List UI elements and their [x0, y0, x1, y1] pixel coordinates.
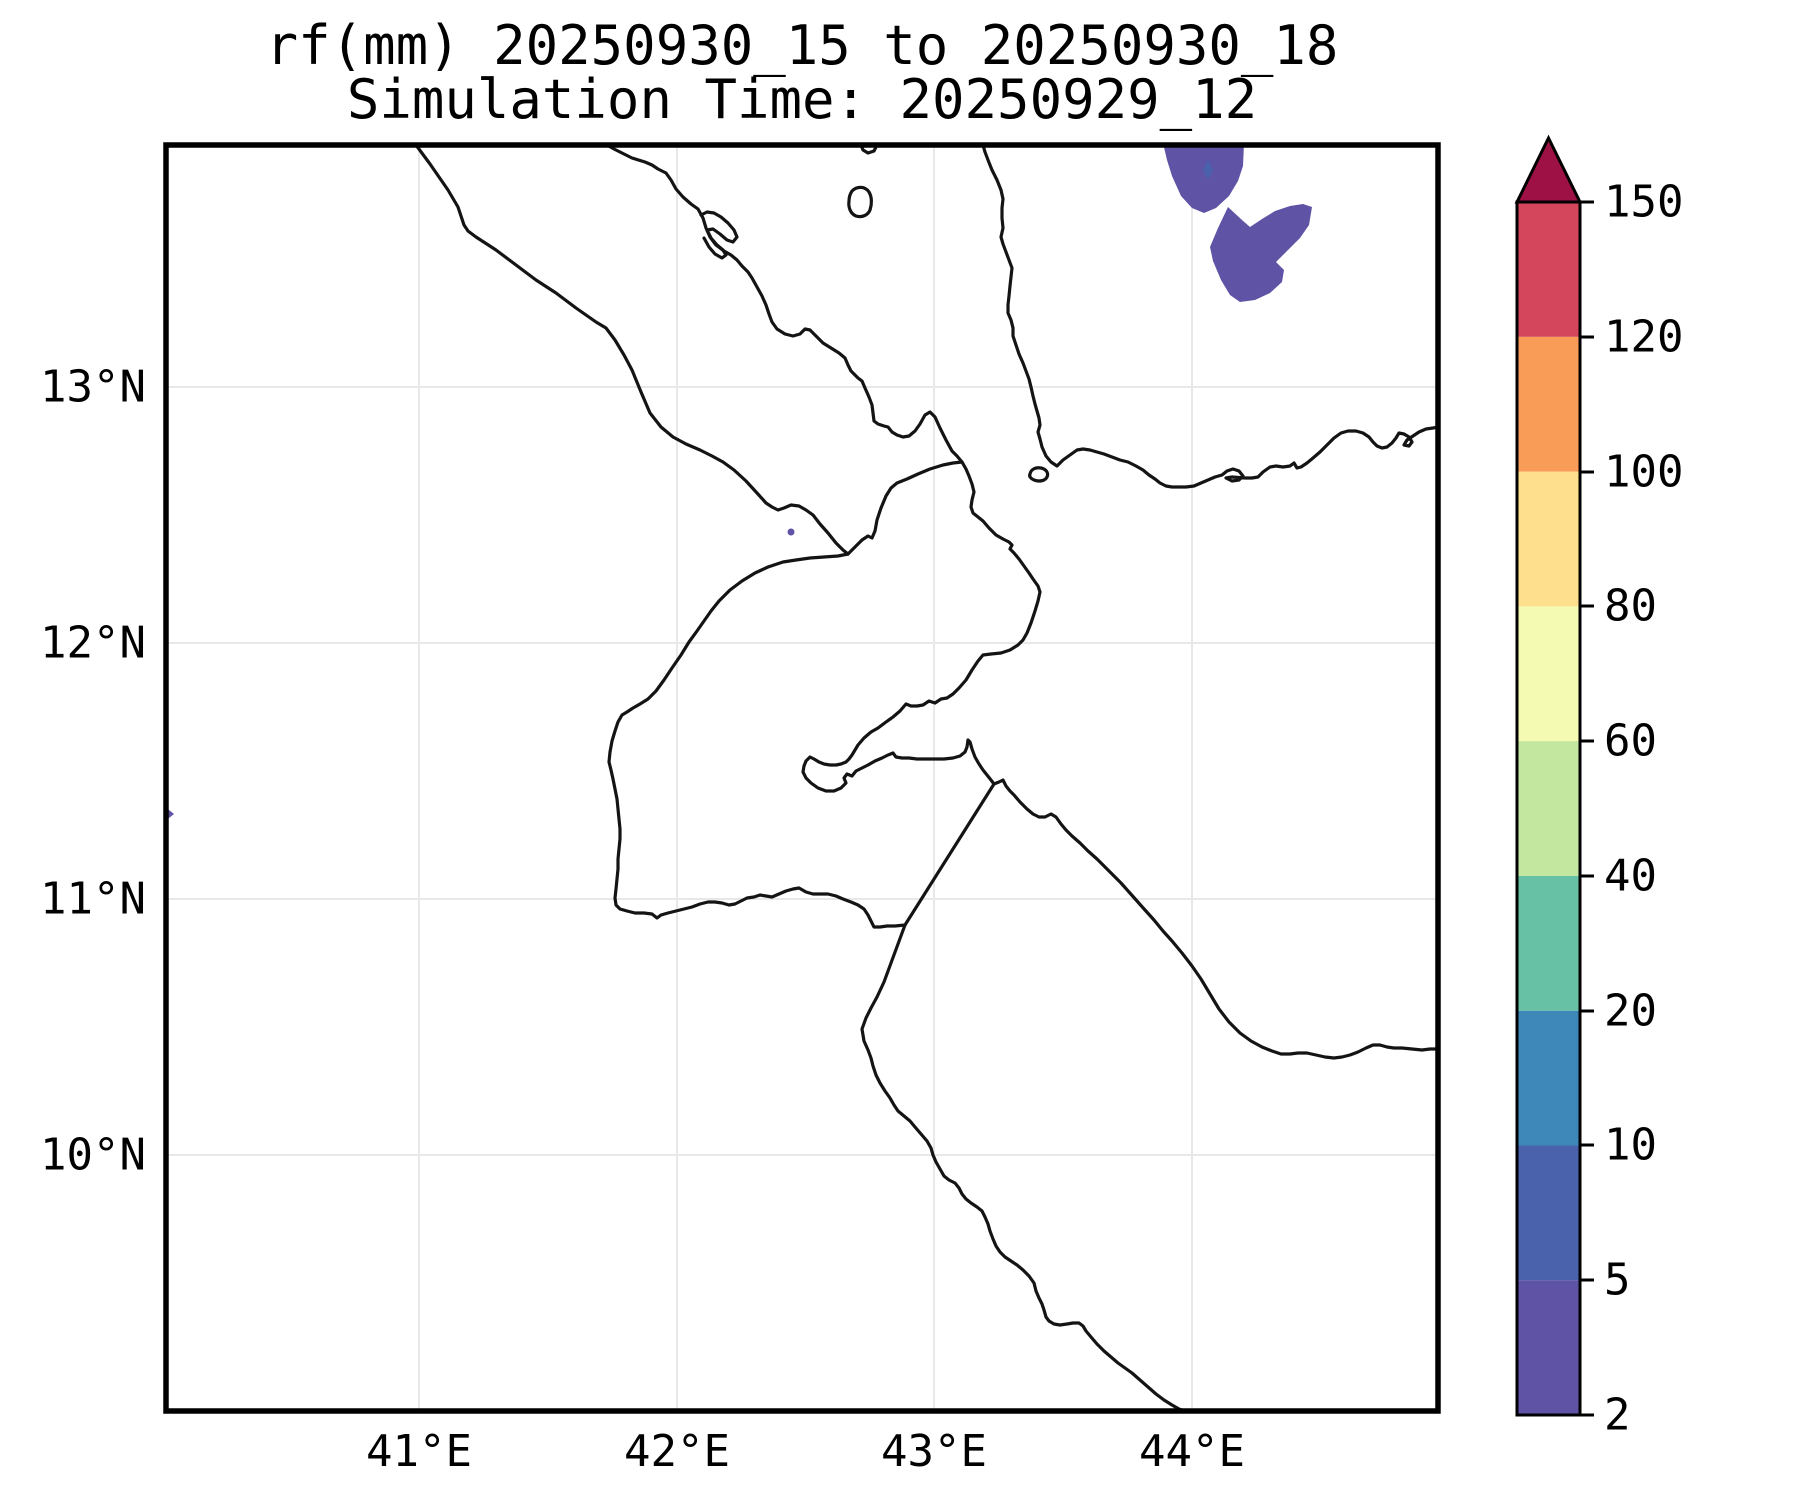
- islet-hook-eritrea: [699, 210, 739, 260]
- y-tick-10N: 10°N: [40, 1130, 146, 1181]
- cbar-seg-60-80: [1517, 606, 1580, 742]
- plot-title: rf(mm) 20250930_15 to 20250930_18: [266, 14, 1339, 77]
- rain-dot-central-2-5mm: [787, 528, 795, 536]
- border-eritrea-ethiopia: [414, 145, 850, 556]
- rain-patch-southeast-2-5mm: [1210, 204, 1312, 302]
- cbar-label-10: 10: [1604, 1120, 1657, 1171]
- map-area: [166, 145, 1438, 1411]
- cbar-seg-80-100: [1517, 471, 1580, 607]
- y-tick-13N: 13°N: [40, 362, 146, 413]
- map-frame: [163, 142, 1441, 1414]
- rain-patch-north-2-5mm: [1163, 145, 1244, 213]
- x-tick-43E: 43°E: [881, 1426, 987, 1477]
- coastlines-borders: [414, 145, 1438, 1411]
- border-djibouti-west-south: [607, 552, 907, 929]
- cbar-label-5: 5: [1604, 1255, 1631, 1306]
- cbar-tick-labels: 150 120 100 80 60 40 20 10 5 2: [1604, 177, 1683, 1441]
- cbar-seg-120-150: [1517, 202, 1580, 337]
- island-perim: [1028, 466, 1050, 483]
- cbar-label-100: 100: [1604, 447, 1683, 498]
- y-tick-12N: 12°N: [40, 618, 146, 669]
- cbar-over-arrow: [1514, 134, 1583, 204]
- cbar-label-60: 60: [1604, 716, 1657, 767]
- cbar-label-80: 80: [1604, 581, 1657, 632]
- cbar-seg-2-5: [1517, 1280, 1580, 1415]
- x-axis-labels: 41°E 42°E 43°E 44°E: [366, 1426, 1245, 1477]
- x-tick-44E: 44°E: [1139, 1426, 1245, 1477]
- x-tick-41E: 41°E: [366, 1426, 472, 1477]
- plot-subtitle: Simulation Time: 20250929_12: [347, 68, 1257, 131]
- cbar-label-150: 150: [1604, 177, 1683, 228]
- cbar-seg-20-40: [1517, 875, 1580, 1011]
- cbar-seg-10-20: [1517, 1010, 1580, 1146]
- rainfall-patches: [166, 145, 1312, 821]
- border-ethiopia-somalia: [860, 923, 1187, 1411]
- coastline-yemen: [981, 145, 1438, 489]
- cbar-seg-5-10: [1517, 1145, 1580, 1281]
- cbar-label-120: 120: [1604, 312, 1683, 363]
- y-tick-11N: 11°N: [40, 874, 146, 925]
- cbar-seg-40-60: [1517, 741, 1580, 876]
- y-axis-labels: 13°N 12°N 11°N 10°N: [40, 362, 146, 1181]
- islet-top-edge: [859, 145, 879, 155]
- cbar-label-20: 20: [1604, 986, 1657, 1037]
- colorbar: 150 120 100 80 60 40 20 10 5 2: [1514, 134, 1683, 1441]
- cbar-ticks: [1580, 200, 1594, 1417]
- border-djibouti-somalia: [903, 782, 996, 927]
- island-oval-red-sea: [847, 185, 873, 219]
- cbar-label-2: 2: [1604, 1390, 1631, 1441]
- rain-core-diamond-5-10mm: [1203, 159, 1213, 180]
- graticule: [166, 145, 1438, 1411]
- x-tick-42E: 42°E: [624, 1426, 730, 1477]
- coastline-assab-to-doumeira: [846, 460, 964, 556]
- cbar-label-40: 40: [1604, 851, 1657, 902]
- cbar-seg-100-120: [1517, 336, 1580, 472]
- coastline-africa-main: [605, 145, 1438, 1060]
